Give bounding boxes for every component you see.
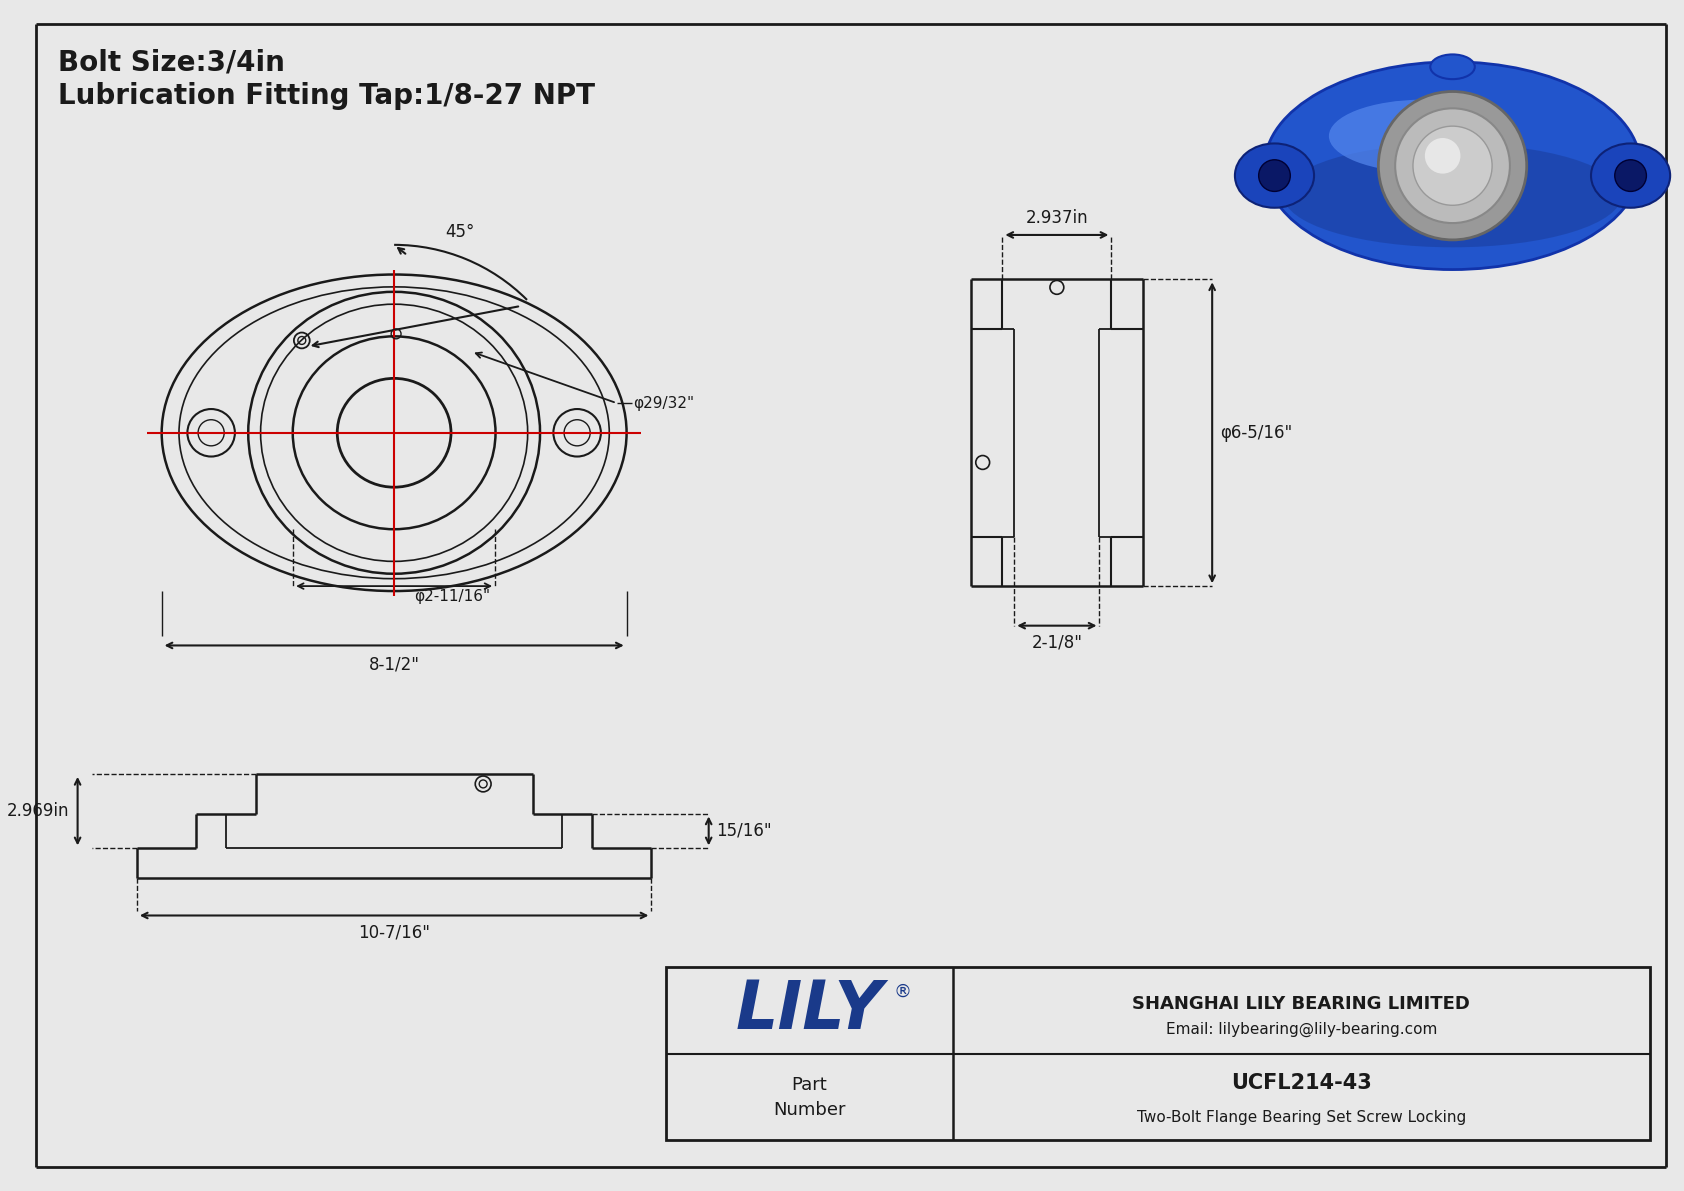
Text: 8-1/2": 8-1/2" bbox=[369, 655, 419, 673]
Text: ®: ® bbox=[894, 983, 911, 1000]
Circle shape bbox=[1425, 138, 1460, 174]
Text: Email: lilybearing@lily-bearing.com: Email: lilybearing@lily-bearing.com bbox=[1165, 1022, 1436, 1036]
Text: Two-Bolt Flange Bearing Set Screw Locking: Two-Bolt Flange Bearing Set Screw Lockin… bbox=[1137, 1110, 1465, 1124]
Text: SHANGHAI LILY BEARING LIMITED: SHANGHAI LILY BEARING LIMITED bbox=[1132, 994, 1470, 1012]
Circle shape bbox=[1394, 108, 1511, 223]
Text: φ2-11/16": φ2-11/16" bbox=[414, 590, 490, 604]
Text: φ29/32": φ29/32" bbox=[633, 395, 694, 411]
Circle shape bbox=[1615, 160, 1647, 192]
Ellipse shape bbox=[1234, 143, 1314, 207]
Text: 10-7/16": 10-7/16" bbox=[359, 923, 429, 941]
Bar bbox=[667, 967, 1650, 1140]
Text: Lubrication Fitting Tap:1/8-27 NPT: Lubrication Fitting Tap:1/8-27 NPT bbox=[57, 82, 594, 110]
Text: UCFL214-43: UCFL214-43 bbox=[1231, 1073, 1371, 1092]
Circle shape bbox=[1258, 160, 1290, 192]
Text: 2.969in: 2.969in bbox=[7, 802, 69, 821]
Text: LILY: LILY bbox=[736, 977, 884, 1043]
Circle shape bbox=[1378, 92, 1527, 239]
Ellipse shape bbox=[1265, 62, 1640, 269]
Circle shape bbox=[1413, 126, 1492, 205]
Ellipse shape bbox=[1283, 143, 1622, 248]
Text: Bolt Size:3/4in: Bolt Size:3/4in bbox=[57, 49, 285, 77]
Text: Part
Number: Part Number bbox=[773, 1075, 845, 1120]
Text: 2.937in: 2.937in bbox=[1026, 210, 1088, 227]
Text: 15/16": 15/16" bbox=[717, 822, 773, 840]
Text: 45°: 45° bbox=[445, 223, 475, 241]
Ellipse shape bbox=[1430, 55, 1475, 79]
Text: 2-1/8": 2-1/8" bbox=[1031, 634, 1083, 651]
Ellipse shape bbox=[1591, 143, 1671, 207]
Text: φ6-5/16": φ6-5/16" bbox=[1221, 424, 1292, 442]
Ellipse shape bbox=[1329, 100, 1517, 173]
